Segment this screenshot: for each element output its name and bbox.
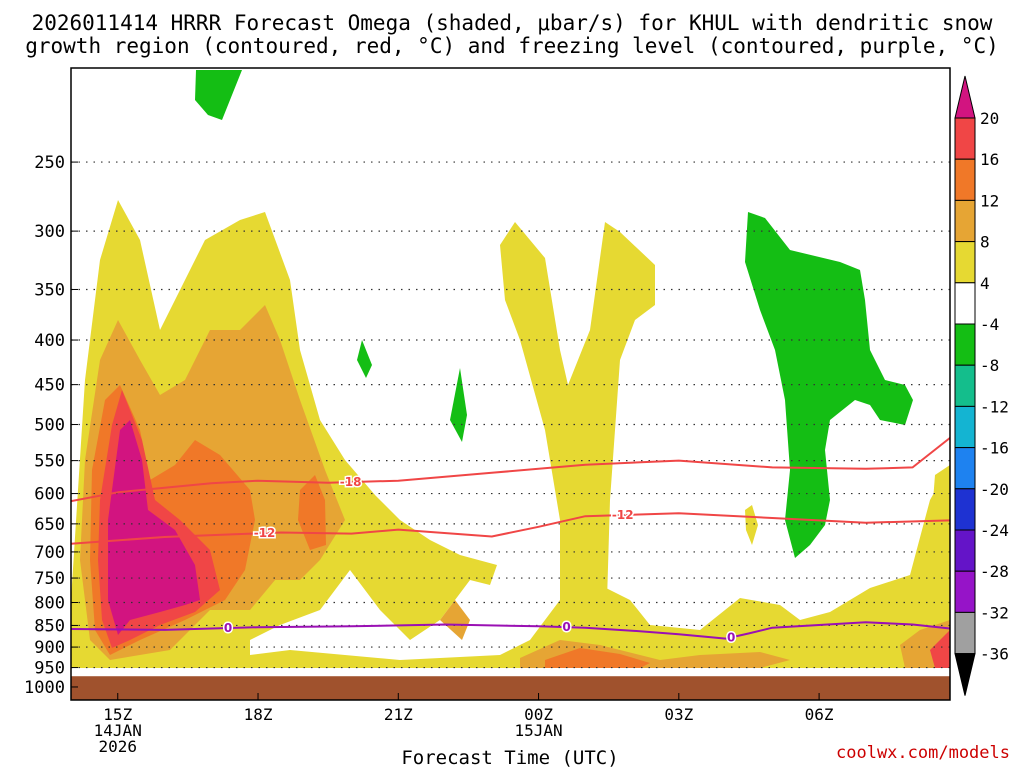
plot-area: -18 -12 -12 0 0 0	[71, 68, 950, 700]
omega-region-4-8-right	[925, 465, 950, 668]
x-axis-label: Forecast Time (UTC)	[401, 747, 618, 768]
y-tick-label: 350	[34, 280, 65, 300]
contour-label-dgz-bottom: -12	[612, 508, 634, 522]
y-tick-label: 750	[34, 569, 65, 589]
contour-label-dgz-bottom: -12	[254, 526, 276, 540]
x-tick-label: 00Z	[524, 705, 553, 724]
colorbar-label: -32	[980, 603, 1009, 622]
y-tick-label: 300	[34, 222, 65, 242]
colorbar-label: -16	[980, 439, 1009, 458]
colorbar-label: -20	[980, 480, 1009, 499]
colorbar-label: 20	[980, 109, 999, 128]
omega-region-20plus	[108, 420, 200, 635]
colorbar-label: 8	[980, 233, 990, 252]
x-tick-label: 18Z	[244, 705, 273, 724]
colorbar-swatch	[954, 488, 976, 531]
y-tick-label: 450	[34, 376, 65, 396]
y-tick-label: 950	[34, 659, 65, 679]
chart-title-line2: growth region (contoured, red, °C) and f…	[25, 34, 999, 58]
y-axis: 2503003504004505005506006507007508008509…	[24, 153, 78, 698]
y-tick-label: 550	[34, 452, 65, 472]
colorbar-swatch	[954, 158, 976, 201]
omega-region-neg-blob2	[450, 368, 467, 442]
omega-region-12-16-sfc	[545, 648, 650, 668]
colorbar-swatch	[954, 117, 976, 160]
omega-shading	[71, 70, 950, 668]
x-tick-label: 06Z	[805, 705, 834, 724]
colorbar-legend: 20 16 12 8 4 -4 -8 -12 -16 -20 -24 -28 -32 -36	[954, 75, 1009, 696]
omega-region-4-8-upper	[500, 222, 655, 668]
plot-frame	[70, 67, 951, 701]
colorbar-swatch	[954, 282, 976, 325]
y-tick-label: 400	[34, 331, 65, 351]
colorbar-swatch	[954, 241, 976, 284]
colorbar-swatch	[954, 570, 976, 613]
colorbar-label: -12	[980, 397, 1009, 416]
colorbar-swatch	[954, 529, 976, 572]
colorbar-label: -24	[980, 521, 1009, 540]
omega-region-neg-top	[195, 70, 242, 120]
colorbar-swatch	[954, 199, 976, 243]
omega-region-8-12-mid	[440, 600, 470, 640]
credit-text: coolwx.com/models	[836, 743, 1010, 763]
colorbar-swatch	[954, 405, 976, 449]
x-tick-label: 03Z	[664, 705, 693, 724]
colorbar-swatch	[954, 323, 976, 366]
colorbar-label: -28	[980, 562, 1009, 581]
x-tick-label: 21Z	[384, 705, 413, 724]
y-tick-label: 650	[34, 515, 65, 535]
y-tick-label: 900	[34, 638, 65, 658]
x-tick-year: 2026	[98, 737, 137, 756]
colorbar-swatch	[954, 364, 976, 407]
omega-region-4-8-small	[745, 505, 758, 545]
omega-region-16-20-sfc	[930, 630, 950, 668]
contour-dgz-bottom	[71, 512, 950, 545]
y-tick-label: 700	[34, 543, 65, 563]
x-tick-date: 15JAN	[514, 721, 562, 740]
colorbar-label: 12	[980, 191, 999, 210]
contour-label-freezing-level: 0	[224, 621, 232, 635]
below-ground-fill	[71, 676, 950, 700]
colorbar-top-arrow	[954, 75, 976, 119]
colorbar-swatch	[954, 447, 976, 490]
contour-label-freezing-level: 0	[562, 620, 570, 634]
colorbar-label: -4	[980, 315, 999, 334]
omega-region-neg-blob1	[357, 340, 372, 378]
y-tick-label: 850	[34, 616, 65, 636]
colorbar-bottom-arrow	[954, 653, 976, 696]
colorbar-label: -36	[980, 645, 1009, 664]
x-tick-date: 14JAN	[94, 721, 142, 740]
contour-label-freezing-level: 0	[727, 630, 735, 644]
y-tick-label: 250	[34, 153, 65, 173]
contour-lines: -18 -12 -12 0 0 0	[71, 437, 950, 646]
colorbar-label: 4	[980, 274, 990, 293]
contour-label-dgz-top: -18	[340, 475, 362, 489]
contour-freezing-level	[71, 621, 950, 640]
y-tick-label: 800	[34, 593, 65, 613]
y-tick-label: 500	[34, 416, 65, 436]
chart-title-line1: 2026011414 HRRR Forecast Omega (shaded, …	[32, 11, 993, 35]
x-tick-label: 15Z	[103, 705, 132, 724]
colorbar-label: -8	[980, 356, 999, 375]
colorbar-label: 16	[980, 150, 999, 169]
contour-dgz-top	[71, 437, 950, 503]
colorbar-swatch	[954, 611, 976, 655]
y-tick-label: 1000	[24, 678, 65, 698]
y-tick-label: 600	[34, 485, 65, 505]
